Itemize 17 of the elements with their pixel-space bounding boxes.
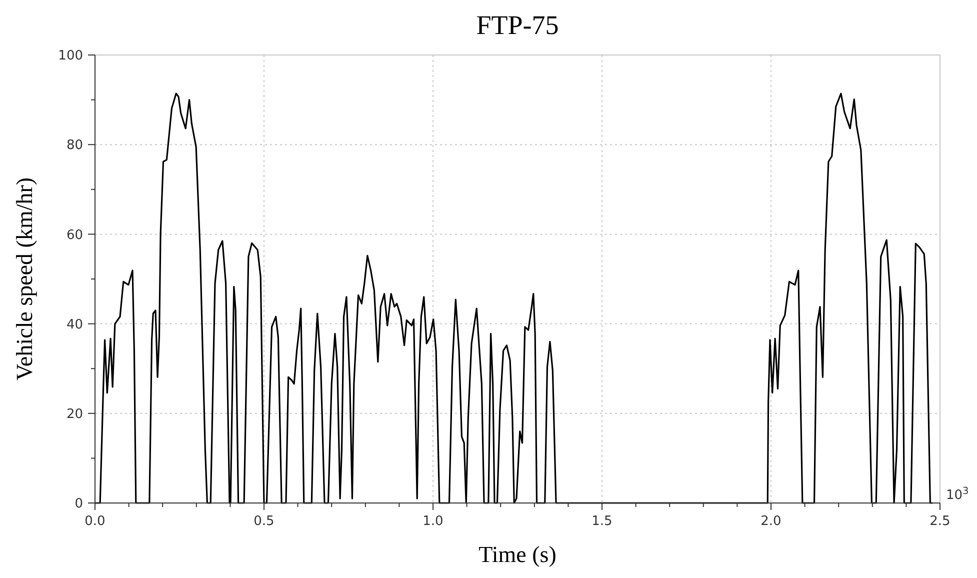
x-tick-label: 0.5 [254, 514, 274, 529]
text: 10$^{3}$ [946, 486, 969, 503]
x-tick-label: 2.0 [760, 514, 782, 529]
line-series [94, 92, 934, 504]
y-tick-label: 80 [66, 138, 83, 154]
x-tick-label: 0.0 [84, 514, 106, 529]
chart-title: FTP-75 [476, 10, 559, 40]
x-tick-label: 2.5 [930, 514, 950, 529]
x-tick-label: 1.0 [422, 514, 444, 529]
y-tick-label: 100 [58, 48, 83, 64]
y-tick-label: 0 [74, 496, 83, 512]
y-tick-label: 40 [66, 317, 83, 332]
y-tick-label: 20 [66, 406, 83, 422]
y-axis-title: Vehicle speed (km/hr) [12, 177, 37, 381]
y-tick-label: 60 [66, 228, 83, 243]
x-tick-label: 1.5 [592, 514, 612, 529]
x-axis-title: Time (s) [478, 542, 556, 567]
